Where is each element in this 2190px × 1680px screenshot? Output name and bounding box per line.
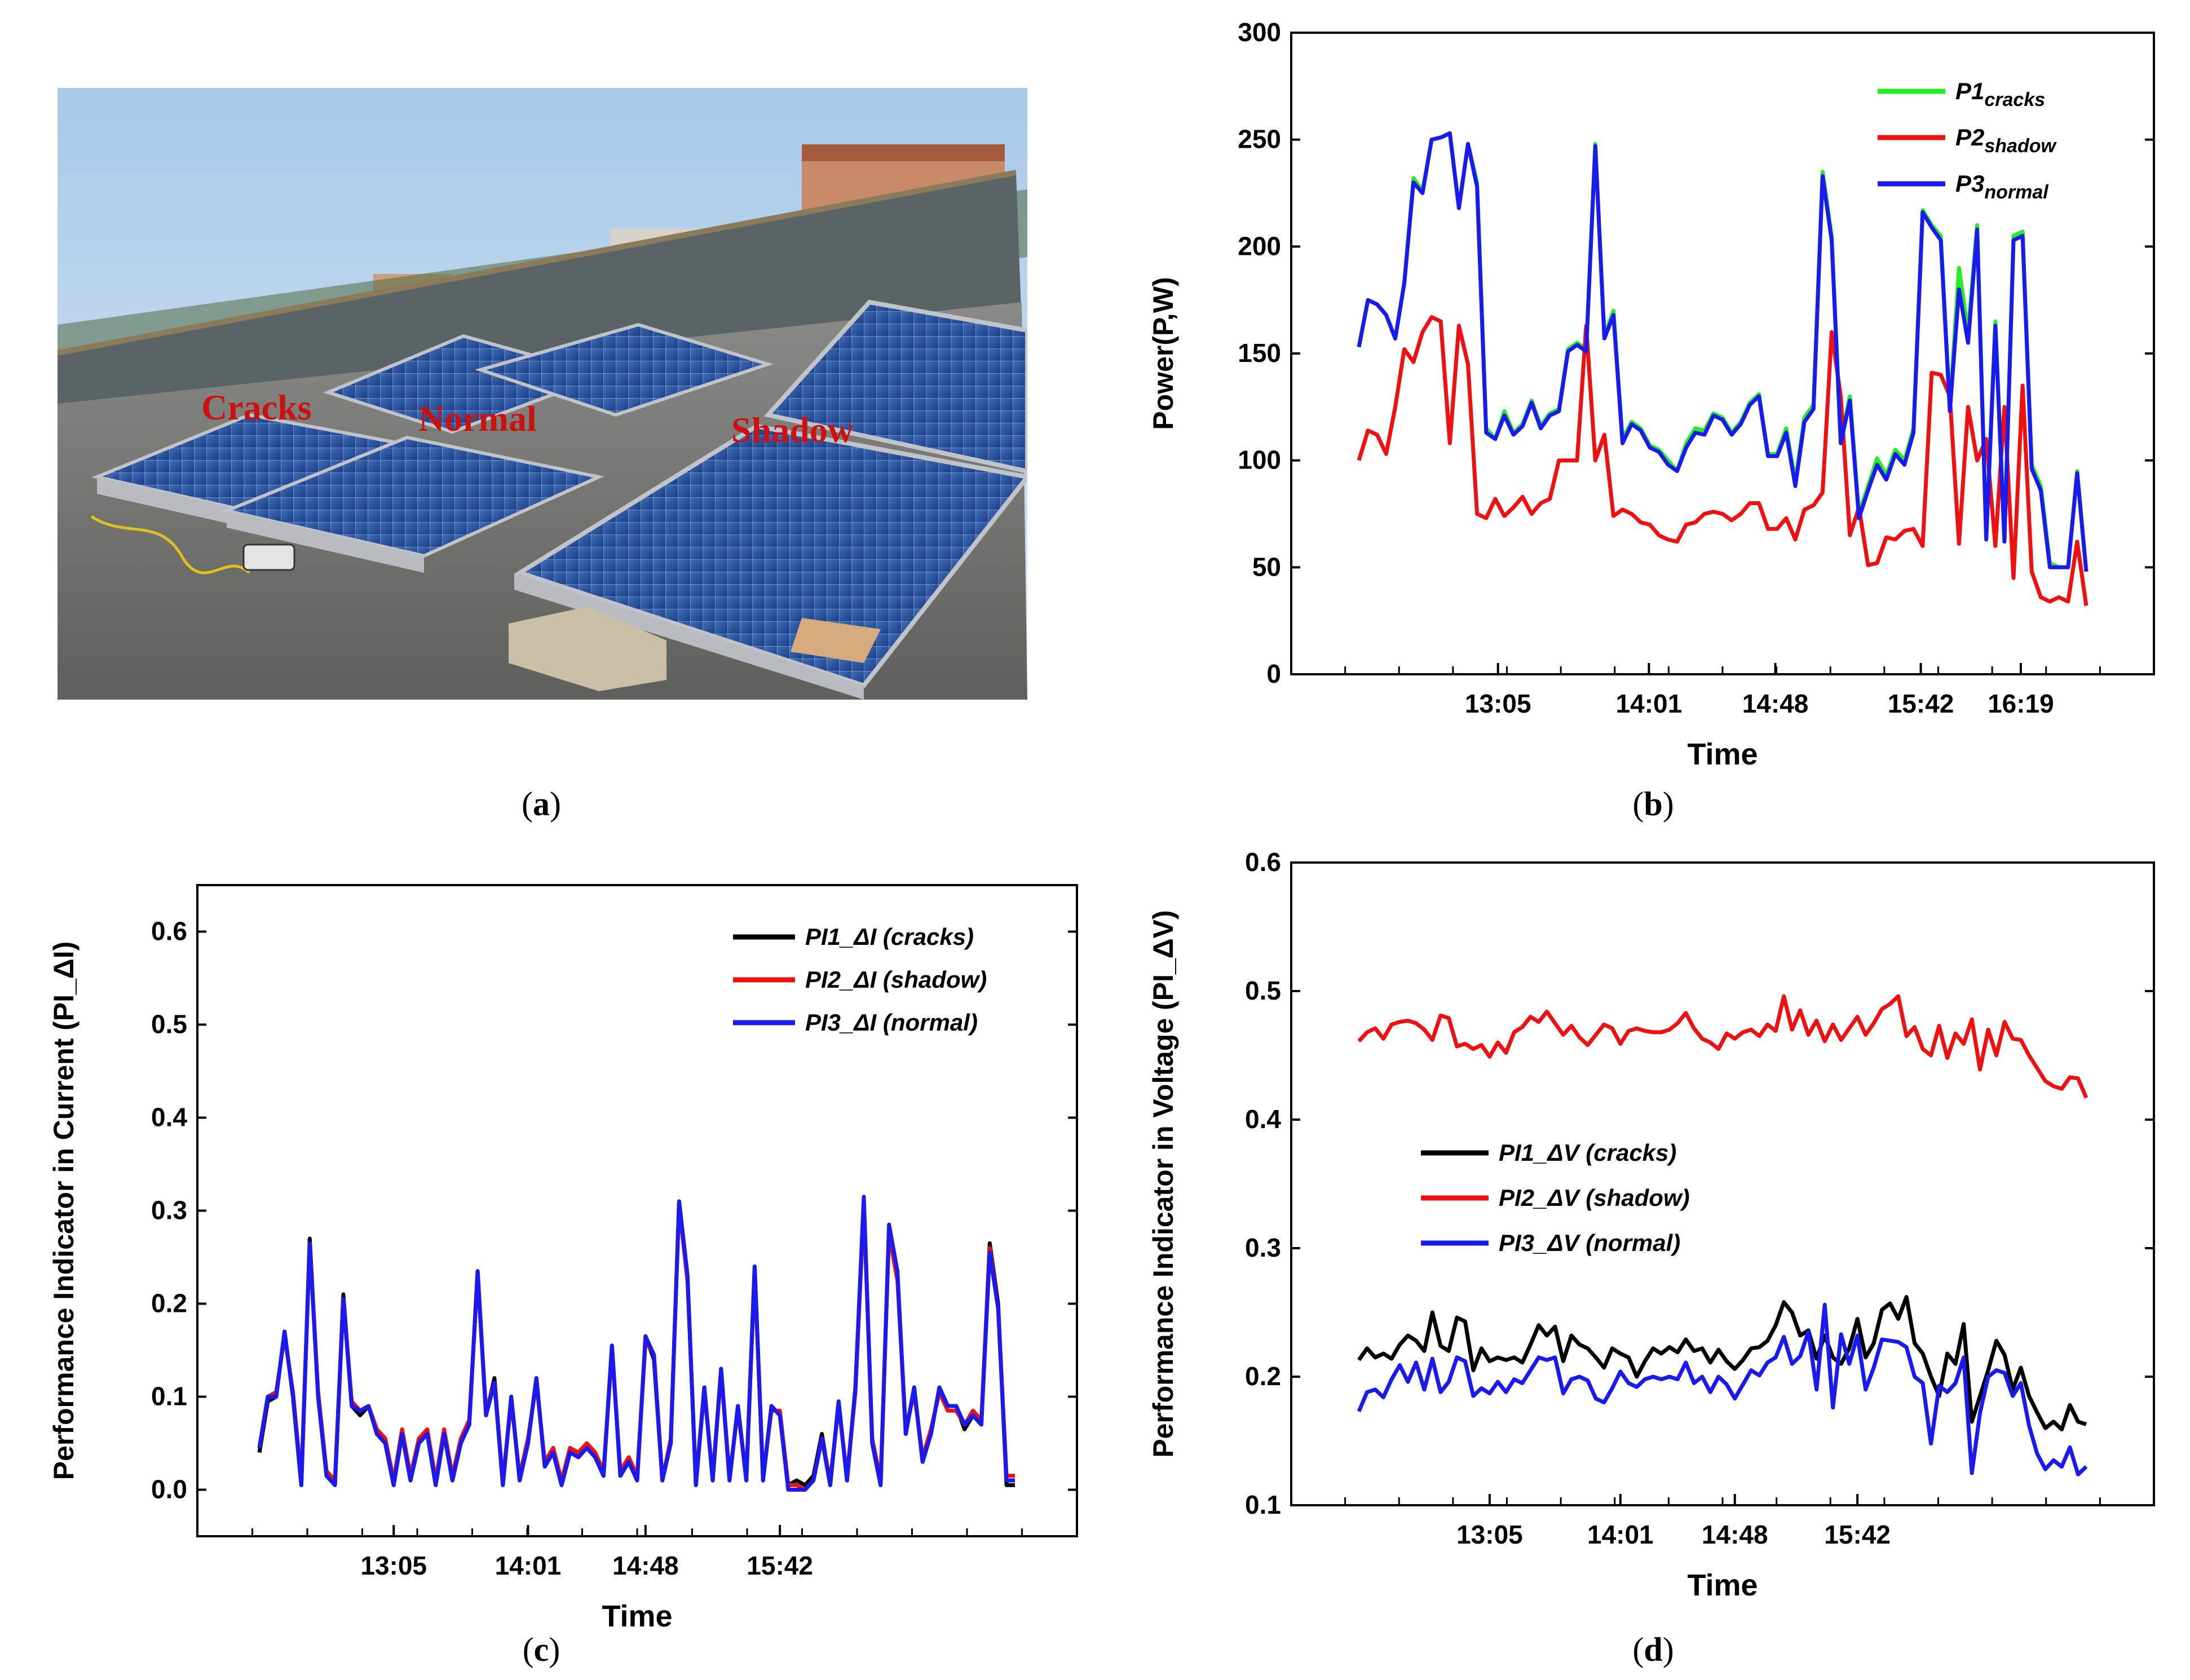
- y-tick-label: 0.5: [151, 1010, 187, 1039]
- legend-label-3: PI3_ΔI (normal): [805, 1009, 978, 1036]
- y-axis-label: Power(P,W): [1147, 277, 1179, 430]
- pv-module-normal: [221, 322, 774, 573]
- x-axis-label: Time: [1687, 1568, 1758, 1602]
- series-line-2: [1357, 994, 2089, 1099]
- y-tick-label: 50: [1252, 552, 1281, 581]
- x-tick-label: 14:01: [495, 1551, 562, 1580]
- inverter-box: [242, 543, 295, 571]
- y-tick-label: 150: [1238, 338, 1281, 368]
- x-tick-label: 13:05: [1456, 1520, 1523, 1549]
- series-line-2: [1357, 315, 2089, 607]
- y-tick-label: 100: [1238, 445, 1281, 475]
- y-tick-label: 0.4: [1245, 1104, 1281, 1134]
- x-tick-label: 14:48: [612, 1551, 679, 1580]
- caption-d: (d): [1632, 1631, 1674, 1668]
- series-line-3: [1357, 1302, 2088, 1476]
- x-tick-label: 15:42: [1888, 689, 1954, 718]
- y-tick-label: 300: [1238, 17, 1281, 47]
- shading-board: [791, 618, 881, 663]
- series-line-1: [1357, 1295, 2087, 1431]
- panel-a-photo: Cracks Normal Shadow: [57, 88, 1032, 700]
- concrete-block: [509, 607, 666, 691]
- railing: [57, 170, 1017, 356]
- cable: [90, 515, 250, 574]
- x-tick-label: 16:19: [1988, 689, 2054, 718]
- x-tick-label: 13:05: [1465, 689, 1531, 718]
- x-tick-label: 14:48: [1742, 689, 1809, 718]
- series-line-3: [1357, 131, 2089, 572]
- series-line-3: [257, 1195, 1015, 1492]
- legend-label-2: P2shadow: [1955, 124, 2057, 157]
- y-axis-label: Performance Indicator in Voltage (PI_ΔV): [1147, 910, 1179, 1457]
- legend-label-2: PI2_ΔI (shadow): [805, 966, 987, 993]
- legend-label-3: PI3_ΔV (normal): [1499, 1230, 1680, 1256]
- y-tick-label: 0.2: [151, 1289, 187, 1318]
- y-tick-label: 0.4: [151, 1103, 187, 1132]
- y-tick-label: 0.6: [151, 917, 187, 946]
- y-tick-label: 0.3: [151, 1196, 187, 1225]
- plot-frame: [1290, 32, 2155, 675]
- legend-label-3: P3normal: [1955, 170, 2049, 203]
- y-axis-label: Performance Indicator in Current (PI_ΔI): [48, 941, 80, 1480]
- x-tick-label: 15:42: [747, 1551, 813, 1580]
- legend-label-1: PI1_ΔV (cracks): [1499, 1139, 1676, 1166]
- label-cracks: Cracks: [201, 387, 312, 427]
- chart-d-voltage-indicator: 0.1 0.2 0.3 0.4 0.5 0.6 13:05 14:01 14:48 15:42 Ti…: [1147, 847, 2155, 1602]
- y-tick-label: 0.0: [151, 1475, 187, 1504]
- label-normal: Normal: [418, 399, 537, 439]
- caption-c: (c): [522, 1631, 560, 1668]
- series-line-1: [1357, 131, 2089, 572]
- pv-module-shadow: [514, 299, 1032, 700]
- legend-label-2: PI2_ΔV (shadow): [1499, 1184, 1690, 1211]
- chart-b-power: 0 50 100 150 200 250 300 13:05 14:01 14:48 15:42 16…: [1147, 17, 2155, 771]
- chart-c-current-indicator: 0.0 0.1 0.2 0.3 0.4 0.5 0.6 13:05 14:01 14:48 15:4…: [48, 884, 1078, 1633]
- x-tick-label: 14:48: [1702, 1520, 1768, 1549]
- x-tick-label: 14:01: [1587, 1520, 1654, 1549]
- y-tick-label: 0.6: [1245, 847, 1281, 877]
- y-tick-label: 200: [1238, 231, 1281, 260]
- legend-label-1: P1cracks: [1955, 78, 2045, 110]
- caption-b: (b): [1632, 785, 1674, 823]
- y-tick-label: 0.2: [1245, 1361, 1281, 1391]
- y-tick-label: 0.5: [1245, 976, 1281, 1005]
- solar-panels-photo: [57, 88, 1032, 700]
- x-tick-label: 13:05: [360, 1551, 427, 1580]
- y-tick-label: 250: [1238, 125, 1281, 154]
- x-axis-label: Time: [1687, 737, 1758, 771]
- y-tick-label: 0.3: [1245, 1233, 1281, 1262]
- label-shadow: Shadow: [731, 410, 854, 450]
- y-tick-label: 0.1: [151, 1382, 187, 1411]
- legend-label-1: PI1_ΔI (cracks): [805, 923, 974, 950]
- caption-a: (a): [522, 785, 561, 823]
- y-tick-label: 0.1: [1245, 1490, 1281, 1519]
- x-axis-label: Time: [602, 1599, 672, 1633]
- y-tick-label: 0: [1266, 659, 1281, 688]
- x-tick-label: 15:42: [1824, 1520, 1891, 1549]
- x-tick-label: 14:01: [1616, 689, 1683, 718]
